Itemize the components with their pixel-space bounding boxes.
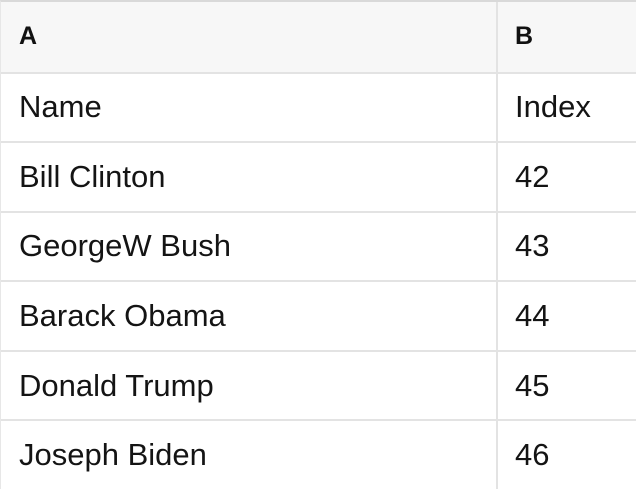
table-cell-name[interactable]: Name	[1, 73, 498, 142]
table-row: Joseph Biden 46	[1, 419, 636, 489]
table-cell-index[interactable]: 44	[515, 298, 550, 334]
table-row: Name Index	[1, 71, 636, 142]
column-header-row: A B	[1, 2, 636, 72]
table-row: Bill Clinton 42	[1, 141, 636, 211]
table-cell-name[interactable]: GeorgeW Bush	[1, 212, 498, 281]
column-header-b[interactable]: B	[515, 22, 534, 51]
table-cell-name[interactable]: Joseph Biden	[1, 421, 498, 489]
table-cell-index[interactable]: 42	[515, 158, 550, 194]
table-row: GeorgeW Bush 43	[1, 210, 636, 281]
table-row: Barack Obama 44	[1, 280, 636, 350]
column-header-a[interactable]: A	[1, 2, 498, 72]
table-cell-index[interactable]: 43	[515, 228, 550, 264]
table-cell-index[interactable]: Index	[515, 89, 591, 125]
table-cell-index[interactable]: 46	[515, 437, 550, 473]
table-cell-name[interactable]: Bill Clinton	[1, 143, 498, 211]
table-row: Donald Trump 45	[1, 349, 636, 420]
table-cell-name[interactable]: Barack Obama	[1, 282, 498, 350]
table-cell-name[interactable]: Donald Trump	[1, 351, 498, 420]
table-cell-index[interactable]: 45	[515, 367, 550, 403]
